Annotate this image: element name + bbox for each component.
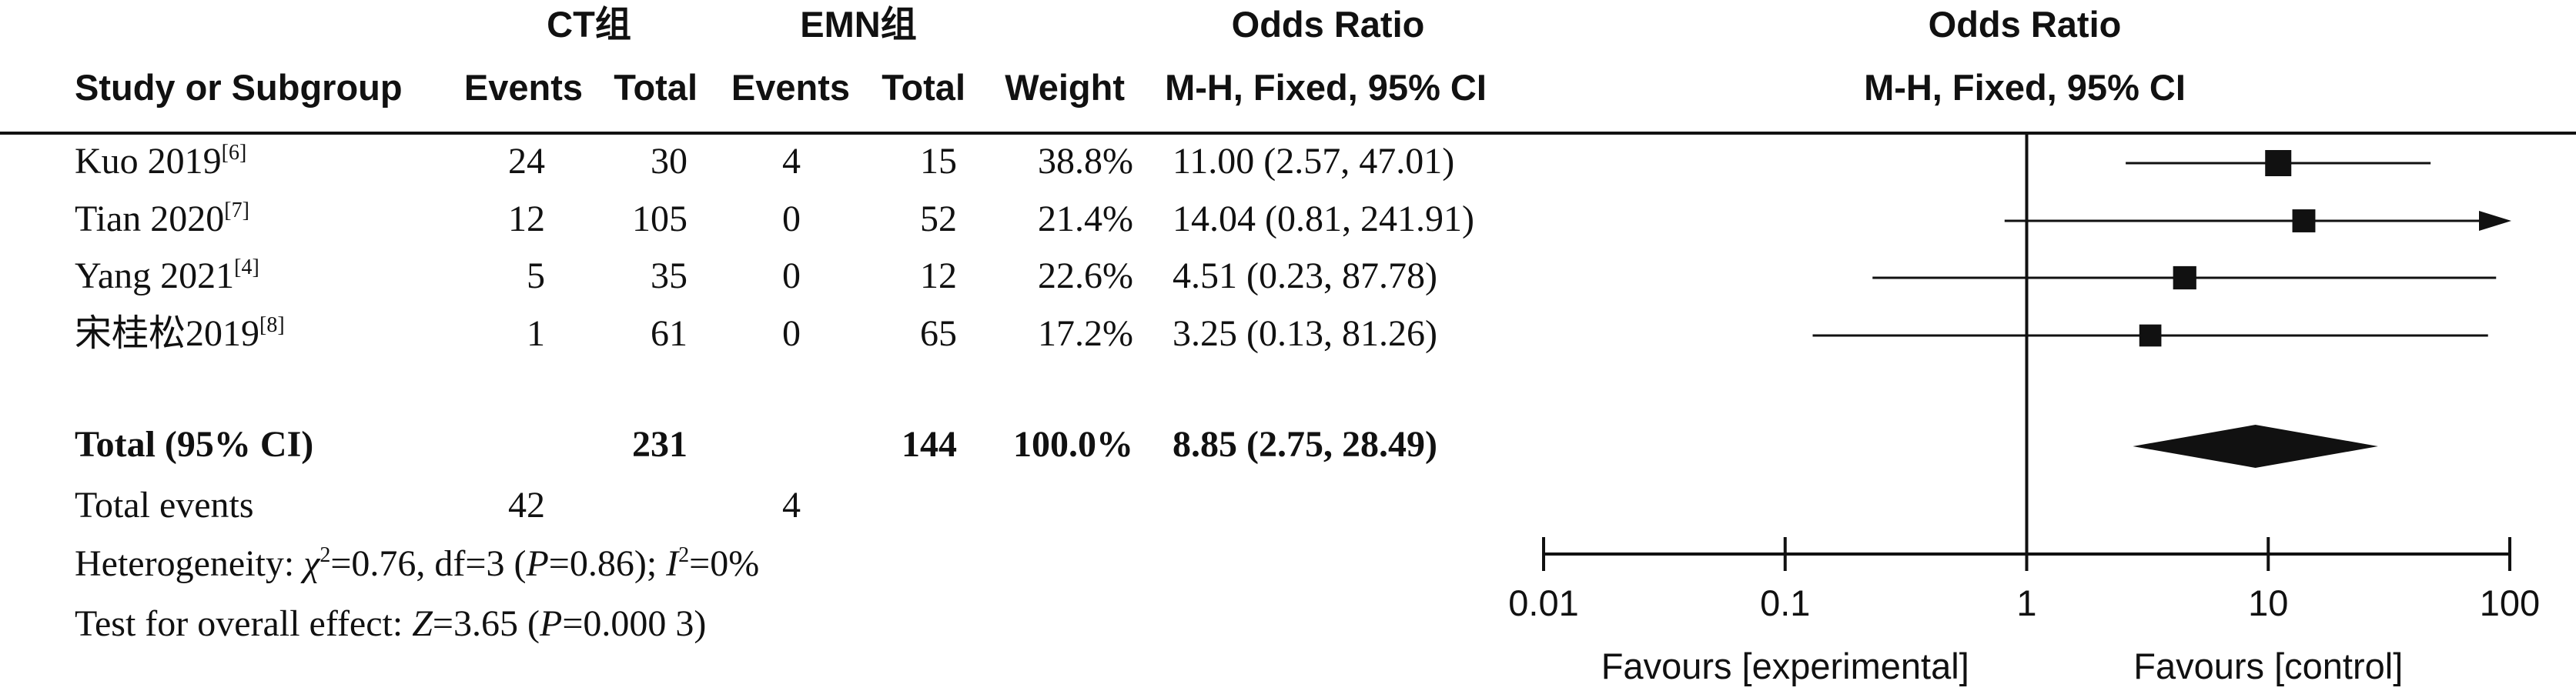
study-weight: 17.2% xyxy=(1038,313,1133,354)
study-events2: 0 xyxy=(782,313,801,354)
x-tick-label: 0.1 xyxy=(1760,583,1810,623)
total-row-total2: 144 xyxy=(902,424,957,465)
study-ci-text: 3.25 (0.13, 81.26) xyxy=(1173,313,1437,354)
total-row-ci: 8.85 (2.75, 28.49) xyxy=(1173,424,1437,465)
or-title-header: Odds Ratio xyxy=(1232,4,1425,45)
study-total1: 35 xyxy=(651,255,687,296)
events2-header: Events xyxy=(731,67,850,108)
events-row-label: Total events xyxy=(75,485,254,526)
total-row-total1: 231 xyxy=(632,424,687,465)
plot-method-header: M-H, Fixed, 95% CI xyxy=(1864,67,2186,108)
study-point-square xyxy=(2139,324,2162,347)
study-total2: 52 xyxy=(920,199,957,239)
x-tick-label: 0.01 xyxy=(1508,583,1578,623)
group2-header: EMN组 xyxy=(800,4,916,45)
study-reference: [4] xyxy=(234,255,259,279)
study-weight: 22.6% xyxy=(1038,255,1133,296)
study-label: Kuo 2019 xyxy=(75,141,222,182)
study-total2: 65 xyxy=(920,313,957,354)
study-total1: 30 xyxy=(651,141,687,182)
favours-control-label: Favours [control] xyxy=(2133,646,2403,686)
events1-header: Events xyxy=(464,67,583,108)
heterogeneity-text: Heterogeneity: χ2=0.76, df=3 (P=0.86); I… xyxy=(75,543,759,584)
study-events1: 12 xyxy=(508,199,545,239)
study-col-header: Study or Subgroup xyxy=(75,67,403,108)
weight-header: Weight xyxy=(1005,67,1125,108)
total1-header: Total xyxy=(614,67,698,108)
plot-title-header: Odds Ratio xyxy=(1929,4,2122,45)
study-weight: 38.8% xyxy=(1038,141,1133,182)
study-events2: 4 xyxy=(782,141,801,182)
study-total1: 61 xyxy=(651,313,687,354)
study-weight: 21.4% xyxy=(1038,199,1133,239)
study-reference: [8] xyxy=(259,313,285,337)
group1-header: CT组 xyxy=(547,4,631,45)
total-row-weight: 100.0% xyxy=(1013,424,1133,465)
events-row-events2: 4 xyxy=(782,485,801,526)
study-label: Yang 2021 xyxy=(75,255,234,296)
study-label: 宋桂松2019 xyxy=(75,313,259,354)
study-ci-arrow xyxy=(2479,211,2511,231)
events-row-events1: 42 xyxy=(508,485,545,526)
study-name: 宋桂松2019[8] xyxy=(75,313,285,354)
study-point-square xyxy=(2265,150,2292,176)
study-name: Kuo 2019[6] xyxy=(75,141,246,182)
study-total2: 15 xyxy=(920,141,957,182)
pooled-diamond xyxy=(2133,425,2378,468)
study-label: Tian 2020 xyxy=(75,199,224,239)
study-total2: 12 xyxy=(920,255,957,296)
method-header: M-H, Fixed, 95% CI xyxy=(1165,67,1487,108)
study-name: Yang 2021[4] xyxy=(75,255,259,296)
study-reference: [7] xyxy=(224,199,249,222)
study-events1: 1 xyxy=(527,313,545,354)
study-point-square xyxy=(2173,265,2196,290)
x-tick-label: 10 xyxy=(2248,583,2288,623)
favours-experimental-label: Favours [experimental] xyxy=(1601,646,1969,686)
study-point-square xyxy=(2292,209,2316,232)
study-total1: 105 xyxy=(632,199,687,239)
study-reference: [6] xyxy=(222,141,247,165)
x-tick-label: 100 xyxy=(2480,583,2540,623)
total-row-label: Total (95% CI) xyxy=(75,424,313,465)
study-events1: 24 xyxy=(508,141,545,182)
study-events2: 0 xyxy=(782,255,801,296)
x-tick-label: 1 xyxy=(2016,583,2036,623)
study-name: Tian 2020[7] xyxy=(75,199,249,239)
study-ci-text: 11.00 (2.57, 47.01) xyxy=(1173,141,1454,182)
total2-header: Total xyxy=(882,67,965,108)
study-ci-text: 4.51 (0.23, 87.78) xyxy=(1173,255,1437,296)
study-ci-text: 14.04 (0.81, 241.91) xyxy=(1173,199,1474,239)
study-events2: 0 xyxy=(782,199,801,239)
study-events1: 5 xyxy=(527,255,545,296)
overall-effect-text: Test for overall effect: Z=3.65 (P=0.000… xyxy=(75,603,706,644)
